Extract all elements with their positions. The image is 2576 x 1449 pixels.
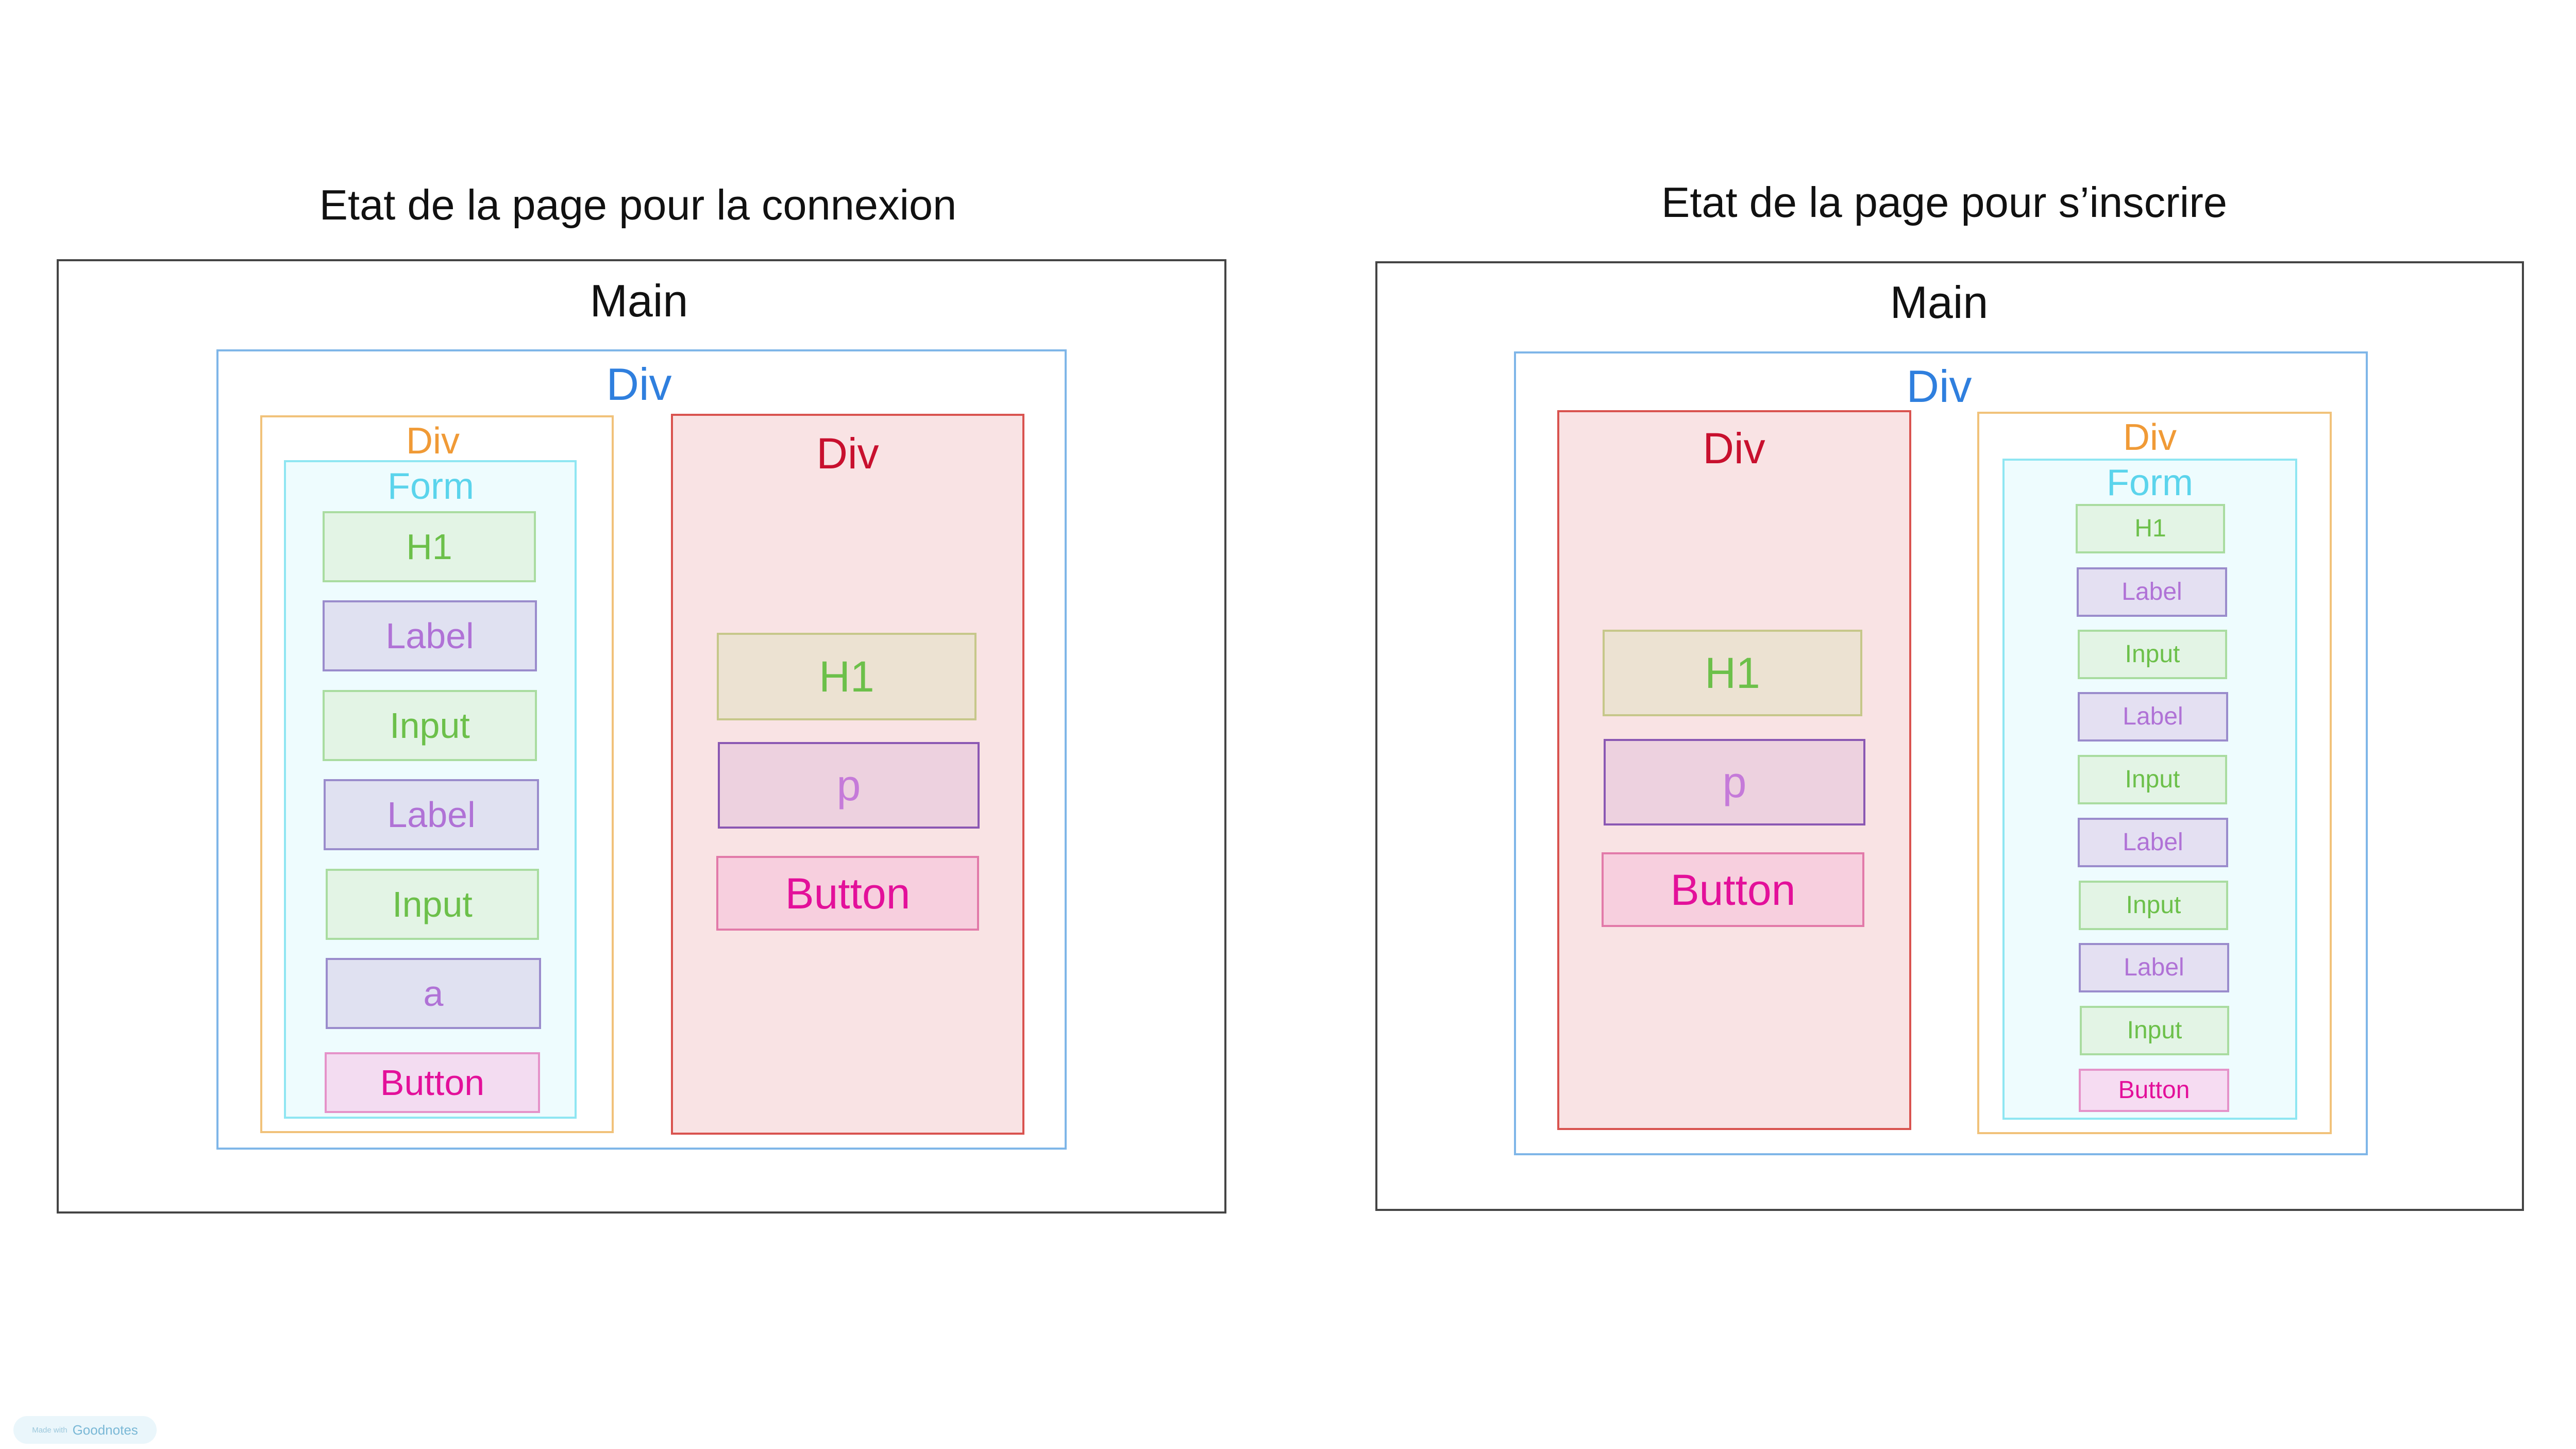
made-with-label: Made with (32, 1425, 68, 1435)
login-form-div-frame (260, 415, 614, 1133)
login-side-h1: H1 (717, 633, 976, 720)
register-form-label-3: Label (2078, 818, 2228, 867)
register-form-input-4: Input (2080, 1006, 2229, 1055)
made-with-goodnotes-badge: Made with Goodnotes (13, 1416, 157, 1444)
login-form-label-1: Label (323, 600, 537, 671)
register-form-input-1: Input (2078, 630, 2227, 679)
login-side-button: Button (716, 856, 979, 931)
login-form-div-label: Div (406, 420, 460, 462)
login-form-link: a (326, 958, 541, 1029)
login-form-label-2: Label (324, 779, 539, 850)
register-form-label-1: Label (2077, 567, 2227, 617)
register-form-label-4: Label (2079, 943, 2229, 992)
register-form-label-2: Label (2078, 692, 2228, 742)
register-side-paragraph: p (1604, 739, 1865, 825)
login-side-paragraph: p (718, 742, 980, 829)
login-main-frame (57, 259, 1226, 1214)
register-side-button: Button (1602, 852, 1864, 927)
register-main-label: Main (1890, 277, 1989, 328)
goodnotes-label: Goodnotes (72, 1422, 138, 1438)
login-diagram-title: Etat de la page pour la connexion (319, 181, 957, 229)
login-form-button: Button (325, 1052, 540, 1113)
register-form-div-frame (1977, 412, 2332, 1134)
register-side-div-label: Div (1703, 424, 1765, 473)
register-form-input-2: Input (2078, 755, 2227, 804)
register-form-input-3: Input (2079, 881, 2228, 930)
login-form-input-2: Input (326, 869, 539, 940)
register-diagram-title: Etat de la page pour s’inscrire (1661, 178, 2228, 226)
login-form-label: Form (388, 466, 474, 507)
login-form-input-1: Input (323, 690, 537, 761)
register-form-div-label: Div (2123, 417, 2177, 458)
login-outer-div-frame (216, 349, 1067, 1150)
login-outer-div-label: Div (606, 359, 672, 410)
register-form-button: Button (2079, 1069, 2229, 1112)
login-form-h1: H1 (323, 511, 536, 582)
register-outer-div-frame (1514, 351, 2368, 1155)
register-form-h1: H1 (2076, 504, 2225, 553)
login-main-label: Main (590, 275, 688, 326)
register-side-h1: H1 (1603, 630, 1862, 716)
register-outer-div-label: Div (1906, 361, 1972, 412)
login-side-div-label: Div (816, 429, 879, 478)
register-form-label: Form (2107, 462, 2193, 503)
